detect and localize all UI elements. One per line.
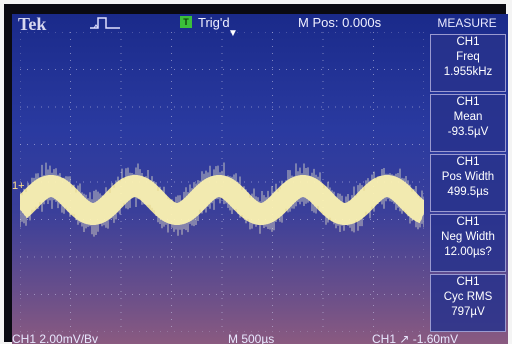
measurement-channel: CH1 [456, 156, 480, 168]
trigger-badge: T [180, 16, 192, 28]
measurement-value: -93.5µV [447, 126, 489, 138]
waveform-noise [20, 162, 424, 237]
oscilloscope-bezel: Tek T Trig'd M Pos: 0.000s ▼ 1+ MEASURE … [4, 4, 508, 344]
measurement-value: 499.5µs [447, 186, 489, 198]
trigger-status: Trig'd [198, 15, 230, 30]
measurement-value: 797µV [451, 306, 485, 318]
oscilloscope-screen: Tek T Trig'd M Pos: 0.000s ▼ 1+ MEASURE … [12, 14, 508, 344]
measurement-name: Neg Width [441, 231, 495, 243]
measurement-value: 12.00µs? [444, 246, 492, 258]
measurement-name: Freq [456, 51, 480, 63]
measure-panel: MEASURE CH1 Freq 1.955kHz CH1 Mean -93.5… [426, 14, 508, 332]
measurement-pos-width[interactable]: CH1 Pos Width 499.5µs [430, 154, 506, 212]
acquisition-pulse-icon [90, 16, 120, 30]
trigger-level: CH1 ↗ -1.60mV [372, 332, 459, 344]
channel-1-ground-marker: 1+ [12, 180, 25, 192]
measurement-name: Pos Width [441, 171, 495, 183]
measurement-channel: CH1 [456, 276, 480, 288]
timebase-scale: M 500µs [228, 332, 275, 344]
measurement-mean[interactable]: CH1 Mean -93.5µV [430, 94, 506, 152]
measurement-neg-width[interactable]: CH1 Neg Width 12.00µs? [430, 214, 506, 272]
measurement-name: Mean [453, 111, 483, 123]
measurement-channel: CH1 [456, 216, 480, 228]
horizontal-position: M Pos: 0.000s [298, 15, 382, 30]
measurement-channel: CH1 [456, 36, 480, 48]
measurement-channel: CH1 [456, 96, 480, 108]
trigger-position-icon: ▼ [228, 28, 238, 39]
status-bar: CH1 2.00mV/Bv M 500µs CH1 ↗ -1.60mV [12, 332, 508, 344]
brand-logo: Tek [18, 14, 47, 34]
waveform-display[interactable] [20, 32, 424, 332]
channel-scale: CH1 2.00mV/Bv [12, 332, 99, 344]
measurement-cyc-rms[interactable]: CH1 Cyc RMS 797µV [430, 274, 506, 332]
measurement-freq[interactable]: CH1 Freq 1.955kHz [430, 34, 506, 92]
measurement-name: Cyc RMS [443, 291, 493, 303]
measure-title: MEASURE [437, 16, 497, 30]
measurement-value: 1.955kHz [443, 66, 493, 78]
